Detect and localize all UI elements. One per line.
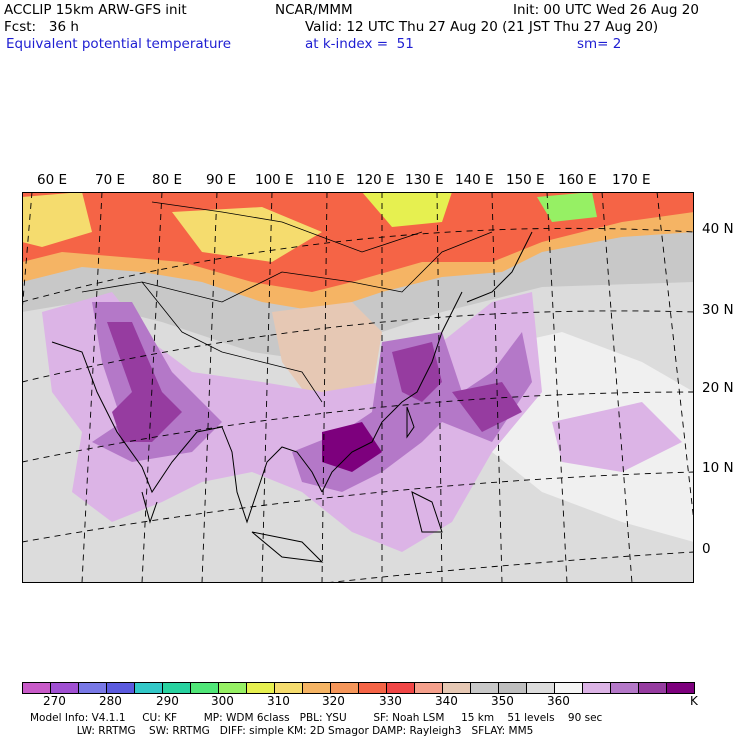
colorbar-tick-label: 280	[99, 694, 122, 708]
latitude-label: 40 N	[702, 221, 734, 237]
colorbar-swatch	[527, 683, 555, 693]
colorbar-tick-label: 320	[322, 694, 345, 708]
latitude-label: 20 N	[702, 380, 734, 396]
smoothing-label: sm= 2	[577, 36, 622, 52]
longitude-label: 150 E	[506, 172, 545, 188]
colorbar-tick-label: 340	[435, 694, 458, 708]
colorbar-tick-label: 350	[491, 694, 514, 708]
colorbar-swatch	[247, 683, 275, 693]
yellow-patch-3	[22, 192, 92, 247]
lilac-region	[42, 292, 542, 552]
longitude-label: 110 E	[306, 172, 345, 188]
colorbar-tick-label: 290	[156, 694, 179, 708]
colorbar-swatch	[667, 683, 694, 693]
init-time: Init: 00 UTC Wed 26 Aug 20	[513, 2, 699, 18]
colorbar-swatch	[135, 683, 163, 693]
colorbar-swatch	[415, 683, 443, 693]
colorbar-swatch	[107, 683, 135, 693]
latitude-label: 10 N	[702, 460, 734, 476]
coastlines	[51, 231, 533, 563]
colorbar-swatch	[387, 683, 415, 693]
colorbar	[22, 682, 695, 694]
darkpurple-region-east	[452, 382, 522, 432]
green-patch	[537, 192, 597, 222]
longitude-label: 130 E	[405, 172, 444, 188]
colorbar-swatch	[303, 683, 331, 693]
colorbar-swatch	[611, 683, 639, 693]
longitude-label: 160 E	[558, 172, 597, 188]
field-name: Equivalent potential temperature	[6, 36, 232, 52]
latitude-label: 0	[702, 541, 711, 557]
colorbar-swatch	[219, 683, 247, 693]
colorbar-tick-label: 300	[211, 694, 234, 708]
longitude-label: 60 E	[37, 172, 67, 188]
colorbar-swatch	[359, 683, 387, 693]
colorbar-tick-label: 360	[547, 694, 570, 708]
longitude-label: 80 E	[152, 172, 182, 188]
latitude-label: 30 N	[702, 302, 734, 318]
model-info-line2: LW: RRTMG SW: RRTMG DIFF: simple KM: 2D …	[30, 725, 534, 737]
colorbar-swatch	[51, 683, 79, 693]
colorbar-swatch	[163, 683, 191, 693]
valid-time: Valid: 12 UTC Thu 27 Aug 20 (21 JST Thu …	[305, 19, 659, 35]
longitude-label: 140 E	[455, 172, 494, 188]
colorbar-tick-label: 270	[43, 694, 66, 708]
colorbar-swatch	[275, 683, 303, 693]
center-label: NCAR/MMM	[275, 2, 353, 18]
darkpurple-region-taiwan	[392, 342, 442, 402]
map-frame	[22, 192, 694, 583]
colorbar-swatch	[331, 683, 359, 693]
colorbar-swatch	[79, 683, 107, 693]
model-title: ACCLIP 15km ARW-GFS init	[4, 2, 187, 18]
longitude-label: 100 E	[255, 172, 294, 188]
colorbar-swatch	[443, 683, 471, 693]
colorbar-swatch	[639, 683, 667, 693]
longitude-label: 120 E	[356, 172, 395, 188]
colorbar-unit: K	[690, 694, 698, 708]
colorbar-swatch	[499, 683, 527, 693]
model-info-line1: Model Info: V4.1.1 CU: KF MP: WDM 6class…	[30, 712, 603, 724]
longitude-label: 70 E	[95, 172, 125, 188]
colorbar-swatch	[191, 683, 219, 693]
colorbar-swatch	[555, 683, 583, 693]
colorbar-tick-label: 330	[379, 694, 402, 708]
map-plot	[22, 192, 694, 583]
colorbar-tick-label: 310	[267, 694, 290, 708]
forecast-hour: Fcst: 36 h	[4, 19, 79, 35]
lilac-region-east	[552, 402, 682, 472]
level-label: at k-index = 51	[305, 36, 414, 52]
colorbar-swatch	[583, 683, 611, 693]
longitude-label: 170 E	[612, 172, 651, 188]
tan-region	[272, 302, 382, 402]
yellow-patch-2	[362, 192, 452, 227]
longitude-label: 90 E	[206, 172, 236, 188]
darkpurple-region-india	[107, 322, 182, 442]
country-borders	[81, 201, 493, 403]
colorbar-swatch	[23, 683, 51, 693]
graticule	[22, 192, 694, 583]
colorbar-swatch	[471, 683, 499, 693]
deep-purple-core	[322, 422, 382, 472]
